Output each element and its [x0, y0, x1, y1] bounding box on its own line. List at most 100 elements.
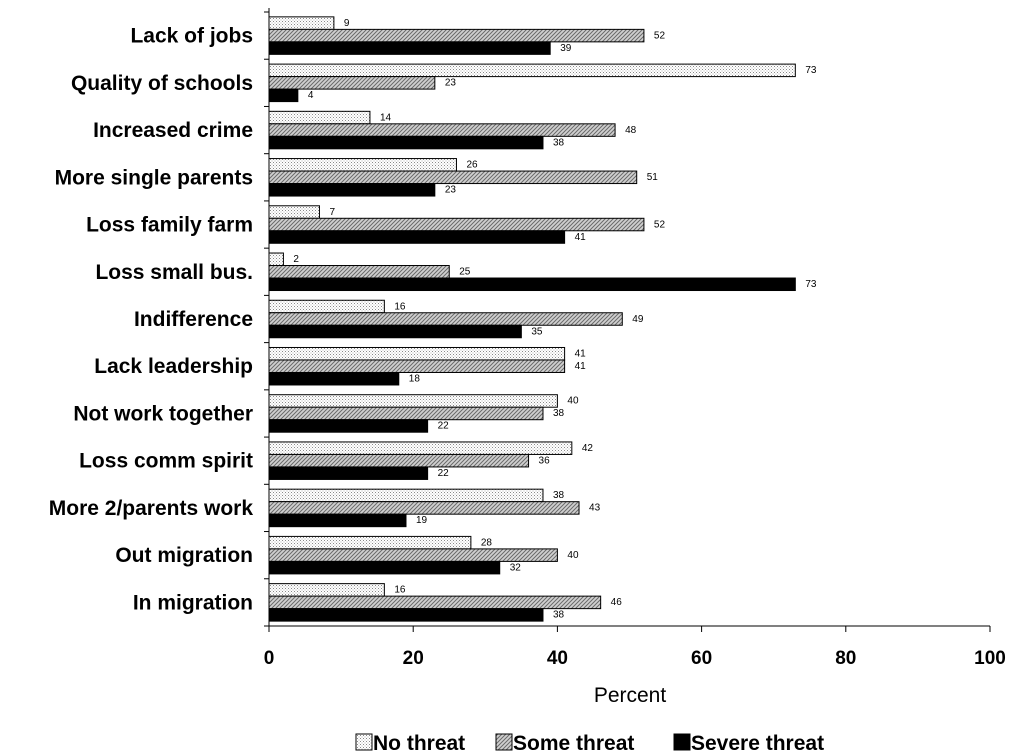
- legend: No threat Some threat Severe threat: [355, 732, 824, 755]
- data-label: 32: [510, 562, 522, 573]
- bar-hatched: [268, 595, 602, 610]
- data-label: 52: [654, 219, 666, 230]
- x-tick-label: 40: [547, 648, 568, 669]
- bar-hatched: [268, 359, 566, 373]
- data-label: 9: [344, 18, 350, 29]
- data-label: 41: [575, 361, 587, 372]
- bar-dotted: [268, 488, 544, 503]
- x-tick-label: 0: [264, 648, 275, 669]
- x-tick-label: 60: [691, 648, 712, 669]
- bar-hatched: [268, 28, 645, 43]
- bar-dotted: [268, 63, 796, 78]
- data-label: 26: [466, 160, 478, 171]
- data-label: 36: [539, 455, 551, 466]
- data-label: 28: [481, 537, 493, 548]
- bar-solid: [268, 513, 407, 528]
- data-label: 48: [625, 125, 637, 136]
- category-label: Increased crime: [93, 119, 253, 142]
- bar-dotted: [268, 583, 385, 597]
- bar-dotted: [268, 535, 472, 550]
- data-label: 41: [575, 348, 587, 359]
- legend-swatch-solid: [673, 733, 691, 751]
- category-label: More 2/parents work: [49, 497, 254, 520]
- bar-dotted: [268, 441, 573, 455]
- data-label: 25: [459, 267, 471, 278]
- data-label: 19: [416, 515, 428, 526]
- data-label: 35: [531, 326, 543, 337]
- data-label: 73: [805, 65, 817, 76]
- data-label: 42: [582, 443, 594, 454]
- bar-hatched: [268, 406, 544, 421]
- bar-dotted: [268, 252, 284, 267]
- legend-label: Some threat: [513, 732, 634, 755]
- bar-dotted: [268, 205, 320, 219]
- category-label: In migration: [133, 591, 253, 614]
- data-label: 4: [308, 90, 314, 101]
- category-label: Indifference: [134, 308, 253, 331]
- bar-dotted: [268, 299, 385, 314]
- bar-solid: [268, 183, 436, 197]
- category-label: Loss comm spirit: [79, 450, 253, 473]
- bar-solid: [268, 230, 566, 244]
- bar-dotted: [268, 110, 371, 125]
- bar-hatched: [268, 501, 580, 515]
- bar-hatched: [268, 548, 558, 562]
- x-axis-title: Percent: [594, 684, 667, 707]
- category-label: Loss small bus.: [95, 261, 253, 284]
- data-label: 52: [654, 30, 666, 41]
- data-label: 22: [438, 468, 450, 479]
- bar-hatched: [268, 312, 623, 326]
- legend-label: No threat: [373, 732, 465, 755]
- data-label: 22: [438, 421, 450, 432]
- bar-dotted: [268, 394, 558, 408]
- data-label: 49: [632, 314, 644, 325]
- bar-hatched: [268, 76, 436, 90]
- bar-solid: [268, 608, 544, 622]
- data-label: 2: [293, 254, 299, 265]
- data-label: 51: [647, 172, 659, 183]
- data-label: 38: [553, 137, 565, 148]
- bar-solid: [268, 277, 796, 292]
- legend-label: Severe threat: [691, 732, 824, 755]
- category-label: Not work together: [73, 402, 253, 425]
- bar-solid: [268, 135, 544, 150]
- bar-hatched: [268, 170, 638, 185]
- bar-solid: [268, 41, 551, 55]
- category-label: Out migration: [115, 544, 253, 567]
- data-label: 46: [611, 597, 623, 608]
- category-label: Lack leadership: [94, 355, 253, 378]
- data-label: 41: [575, 232, 587, 243]
- data-label: 38: [553, 408, 565, 419]
- plot-area: Lack of jobs 9 52 39 Quality of schools 73 23 4…: [49, 8, 1006, 669]
- bar-hatched: [268, 123, 616, 137]
- bar-solid: [268, 88, 299, 103]
- data-label: 38: [553, 490, 565, 501]
- data-label: 14: [380, 112, 392, 123]
- data-label: 18: [409, 373, 421, 384]
- bar-solid: [268, 466, 429, 480]
- category-label: Quality of schools: [71, 72, 253, 95]
- category-label: More single parents: [55, 166, 253, 189]
- data-label: 38: [553, 610, 565, 621]
- bar-solid: [268, 324, 522, 339]
- data-label: 23: [445, 78, 457, 89]
- bar-solid: [268, 560, 501, 575]
- bar-solid: [268, 371, 400, 386]
- bar-dotted: [268, 346, 566, 361]
- x-tick-label: 80: [835, 648, 856, 669]
- data-label: 16: [394, 301, 406, 312]
- data-label: 23: [445, 185, 457, 196]
- bar-hatched: [268, 217, 645, 232]
- x-tick-label: 100: [974, 648, 1006, 669]
- data-label: 43: [589, 503, 601, 514]
- data-label: 40: [567, 550, 579, 561]
- legend-swatch-dotted: [355, 733, 373, 751]
- x-tick-label: 20: [403, 648, 424, 669]
- bar-dotted: [268, 158, 457, 172]
- category-label: Lack of jobs: [130, 25, 253, 48]
- bar-hatched: [268, 453, 530, 468]
- data-label: 16: [394, 585, 406, 596]
- data-label: 7: [329, 207, 335, 218]
- data-label: 73: [805, 279, 817, 290]
